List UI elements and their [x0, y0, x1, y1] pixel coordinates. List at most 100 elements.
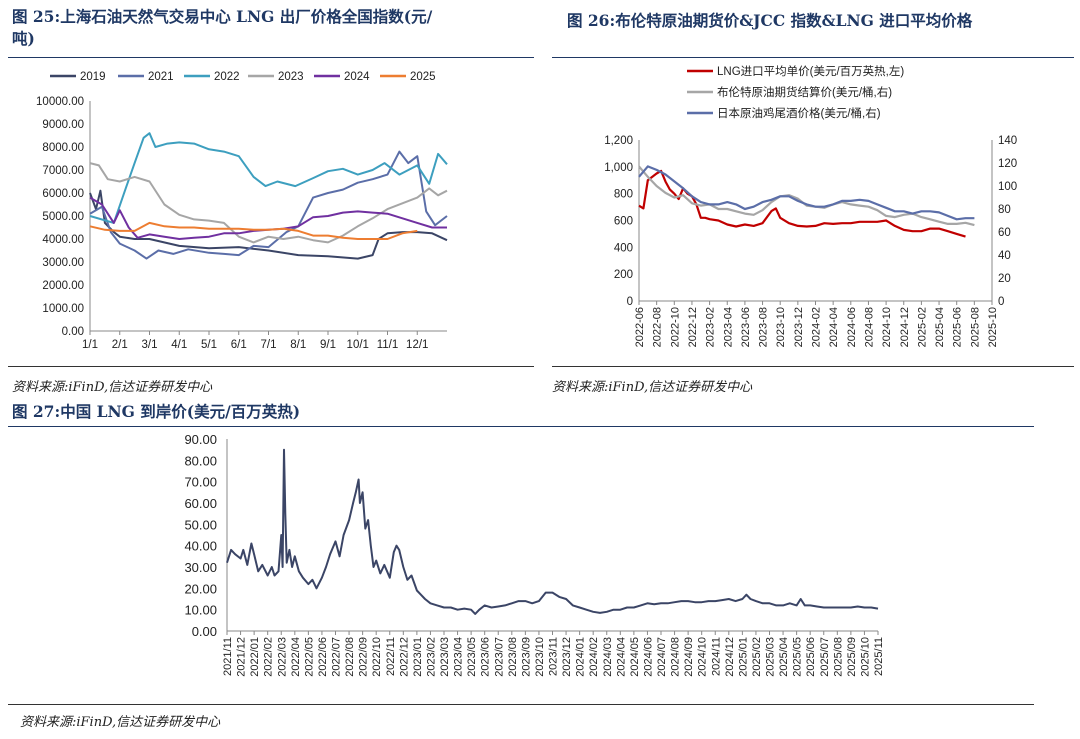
fig26-x-tick-label: 2023-12 [793, 307, 805, 347]
fig27-y-tick-label: 20.00 [184, 581, 217, 596]
fig27-x-tick-label: 2025/02 [751, 637, 763, 677]
fig27-x-tick-label: 2022/02 [263, 637, 275, 677]
fig27-x-tick-label: 2023/07 [493, 637, 505, 677]
fig27-x-tick-label: 2025/05 [792, 637, 804, 677]
fig25-title-line2: 吨) [12, 29, 35, 48]
fig26-y-right-tick-label: 60 [998, 227, 1011, 239]
fig27-x-tick-label: 2025/08 [832, 637, 844, 677]
fig25-y-tick-label: 7000.00 [42, 165, 84, 177]
fig25-y-tick-label: 2000.00 [42, 280, 84, 292]
fig27-x-tick-label: 2024/05 [629, 637, 641, 677]
fig25-series-2021 [89, 150, 448, 260]
fig27-series-cif [226, 448, 879, 615]
fig25-x-tick-label: 6/1 [231, 339, 247, 351]
fig26-y-right-tick-label: 40 [998, 250, 1011, 262]
fig27-x-tick-label: 2024/03 [602, 637, 614, 677]
fig27-x-tick-label: 2025/04 [778, 637, 790, 677]
fig26-x-tick-label: 2025-08 [969, 307, 981, 347]
fig27-x-tick-label: 2022/10 [371, 637, 383, 677]
fig26-y-left-tick-label: 400 [614, 242, 633, 254]
fig27-x-tick-label: 2023/08 [507, 637, 519, 677]
fig26-title-rule [552, 57, 1074, 58]
fig27-y-tick-label: 40.00 [184, 539, 217, 554]
fig25-series-2019 [89, 189, 448, 260]
fig25-legend-label-2021: 2021 [148, 71, 174, 83]
fig25-y-tick-label: 1000.00 [42, 303, 84, 315]
fig25-y-tick-label: 8000.00 [42, 142, 84, 154]
fig25-series-2022 [89, 132, 448, 224]
fig27-x-tick-label: 2022/05 [303, 637, 315, 677]
fig27-x-tick-label: 2023/12 [561, 637, 573, 677]
fig25-x-tick-label: 11/1 [377, 339, 399, 351]
fig27-x-tick-label: 2025/11 [873, 637, 885, 676]
fig25-x-tick-label: 9/1 [320, 339, 336, 351]
fig26-x-tick-label: 2024-10 [881, 307, 893, 347]
fig25-source: 资料来源:iFinD,信达证券研发中心 [12, 380, 213, 395]
fig26-series-1 [638, 165, 975, 227]
fig27-x-tick-label: 2024/04 [615, 637, 627, 677]
fig25-bottom-rule [8, 366, 534, 367]
fig27-source: 资料来源:iFinD,信达证券研发中心 [20, 715, 221, 730]
fig26-x-tick-label: 2024-04 [828, 307, 840, 347]
fig25-legend-label-2023: 2023 [278, 71, 304, 83]
fig25-title-line1: 图 25:上海石油天然气交易中心 LNG 出厂价格全国指数(元/ [12, 7, 433, 26]
fig25-x-tick-label: 2/1 [112, 339, 128, 351]
fig27-x-tick-label: 2024/11 [710, 637, 722, 676]
fig27-x-tick-label: 2025/06 [805, 637, 817, 677]
fig26-x-tick-label: 2022-10 [669, 307, 681, 347]
fig26-x-tick-label: 2025-10 [987, 307, 999, 347]
fig26-x-tick-label: 2022-06 [634, 307, 646, 347]
fig27-x-tick-label: 2025/03 [765, 637, 777, 677]
fig25-legend-label-2025: 2025 [410, 71, 436, 83]
fig25-legend-label-2022: 2022 [214, 71, 240, 83]
fig27-x-tick-label: 2024/08 [670, 637, 682, 677]
fig27-y-tick-label: 10.00 [184, 603, 217, 618]
fig25-x-tick-label: 8/1 [290, 339, 306, 351]
fig26-x-tick-label: 2023-08 [758, 307, 770, 347]
fig27-y-tick-label: 90.00 [184, 432, 217, 447]
fig25-y-tick-label: 4000.00 [42, 234, 84, 246]
fig26-x-tick-label: 2022-08 [652, 307, 664, 347]
fig26-x-tick-label: 2023-06 [740, 307, 752, 347]
fig26-bottom-rule [552, 366, 1074, 367]
fig26-y-right-tick-label: 80 [998, 204, 1011, 216]
fig27-x-tick-label: 2024/10 [697, 637, 709, 677]
fig25-legend-label-2024: 2024 [344, 71, 370, 83]
fig25-y-tick-label: 3000.00 [42, 257, 84, 269]
fig27-x-tick-label: 2025/07 [819, 637, 831, 677]
fig27-x-tick-label: 2023/04 [453, 637, 465, 677]
fig27-x-tick-label: 2022/06 [317, 637, 329, 677]
fig27-x-tick-label: 2021/12 [236, 637, 248, 677]
fig27-x-tick-label: 2021/11 [222, 637, 234, 676]
fig26-y-left-tick-label: 800 [614, 189, 633, 201]
fig27-x-tick-label: 2023/02 [425, 637, 437, 677]
fig26-legend-label-2: 日本原油鸡尾酒价格(美元/桶,右) [717, 106, 881, 120]
fig27-y-tick-label: 60.00 [184, 496, 217, 511]
fig25-x-tick-label: 1/1 [82, 339, 98, 351]
fig26-y-left-tick-label: 1,200 [604, 135, 633, 147]
fig26-x-tick-label: 2022-12 [687, 307, 699, 347]
fig26-y-right-tick-label: 140 [998, 135, 1017, 147]
fig25-title-rule [8, 57, 534, 58]
fig27-x-tick-label: 2022/01 [249, 637, 261, 677]
fig26-y-right-tick-label: 20 [998, 273, 1011, 285]
fig25-x-tick-label: 4/1 [171, 339, 187, 351]
fig26-x-tick-label: 2025-06 [952, 307, 964, 347]
fig25-y-tick-label: 10000.00 [36, 96, 84, 108]
fig27-x-tick-label: 2024/12 [724, 637, 736, 677]
fig25-x-tick-label: 12/1 [406, 339, 428, 351]
fig27-x-tick-label: 2023/05 [466, 637, 478, 677]
fig26-series-2 [638, 165, 975, 221]
fig26-y-left-tick-label: 0 [627, 296, 633, 308]
fig26-y-left-tick-label: 200 [614, 269, 633, 281]
fig27-x-tick-label: 2022/08 [344, 637, 356, 677]
fig27-x-tick-label: 2024/07 [656, 637, 668, 677]
fig27-x-tick-label: 2025/10 [859, 637, 871, 677]
fig27-y-tick-label: 50.00 [184, 517, 217, 532]
fig25-title: 图 25:上海石油天然气交易中心 LNG 出厂价格全国指数(元/ 吨) [12, 6, 532, 50]
fig27-x-tick-label: 2022/04 [290, 637, 302, 677]
fig27-y-tick-label: 70.00 [184, 475, 217, 490]
fig25-series-2023 [89, 162, 448, 244]
fig27-x-tick-label: 2025/01 [737, 637, 749, 677]
